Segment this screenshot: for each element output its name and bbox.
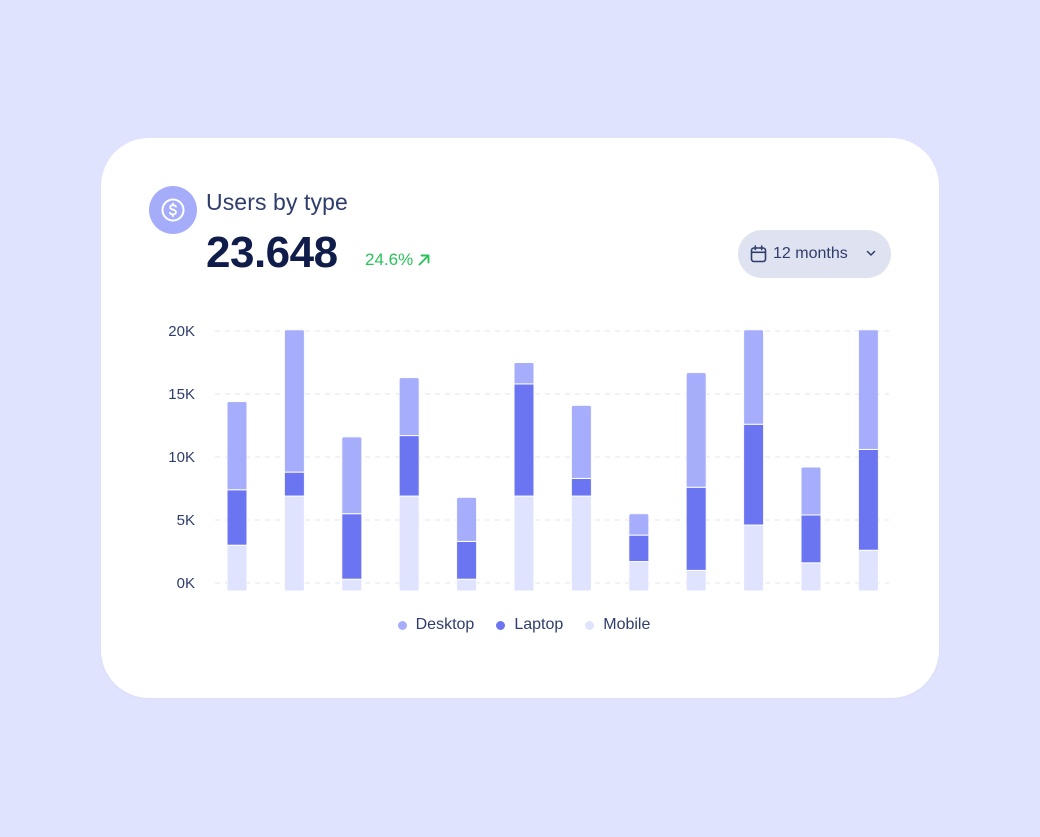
chevron-down-icon (866, 250, 876, 256)
bar-segment-desktop[interactable] (227, 401, 247, 491)
y-tick-label: 10K (168, 449, 195, 466)
bar-segment-desktop[interactable] (514, 362, 534, 385)
bar-segment-desktop[interactable] (628, 513, 649, 536)
bar-segment-desktop[interactable] (743, 329, 764, 425)
bar-stack[interactable] (858, 329, 879, 592)
bar-stack[interactable] (628, 513, 649, 592)
bar-segment-mobile[interactable] (686, 569, 707, 591)
bar-segment-desktop[interactable] (858, 329, 879, 450)
bar-segment-laptop[interactable] (686, 486, 707, 571)
bar-stack[interactable] (456, 497, 477, 592)
bar-segment-mobile[interactable] (456, 578, 477, 592)
legend-label: Desktop (415, 616, 475, 633)
y-tick-label: 15K (168, 386, 195, 403)
total-users-value: 23.648 (206, 228, 338, 277)
bar-segment-laptop[interactable] (858, 448, 879, 551)
bar-segment-mobile[interactable] (399, 495, 420, 591)
dollar-icon (149, 186, 197, 234)
legend-dot (585, 620, 595, 630)
legend-item-mobile[interactable]: Mobile (585, 616, 650, 634)
bar-stack[interactable] (686, 372, 707, 591)
bar-stack[interactable] (341, 436, 362, 591)
y-tick-label: 20K (168, 323, 195, 340)
users-by-type-card: Users by type 23.648 24.6% 12 months 20K… (101, 138, 939, 698)
bar-segment-mobile[interactable] (227, 544, 247, 591)
bar-stack[interactable] (284, 329, 305, 592)
chart-legend: Desktop Laptop Mobile (101, 616, 939, 634)
arrow-up-right-icon (418, 254, 430, 266)
y-tick-label: 0K (177, 575, 195, 592)
bar-segment-desktop[interactable] (801, 467, 821, 516)
bar-stack[interactable] (801, 467, 821, 591)
bar-segment-laptop[interactable] (399, 435, 420, 497)
bar-segment-laptop[interactable] (456, 540, 477, 580)
stacked-bar-chart: 20K 15K 10K 5K 0K (168, 323, 889, 592)
bar-segment-laptop[interactable] (571, 477, 592, 497)
bar-segment-desktop[interactable] (456, 497, 477, 542)
legend-item-desktop[interactable]: Desktop (397, 616, 475, 634)
period-select[interactable]: 12 months (738, 230, 891, 278)
legend-item-laptop[interactable]: Laptop (496, 616, 563, 634)
card-title: Users by type (206, 189, 348, 215)
bar-segment-laptop[interactable] (284, 471, 305, 497)
legend-label: Laptop (514, 616, 564, 633)
bar-segment-laptop[interactable] (628, 534, 649, 563)
bar-segment-mobile[interactable] (628, 561, 649, 592)
bar-segment-mobile[interactable] (571, 495, 592, 591)
legend-dot (496, 620, 506, 630)
bar-segment-mobile[interactable] (284, 495, 305, 592)
bar-segment-mobile[interactable] (858, 549, 879, 592)
bar-segment-desktop[interactable] (399, 377, 420, 437)
bar-stack[interactable] (743, 329, 764, 592)
change-indicator: 24.6% (365, 250, 431, 270)
change-percent: 24.6% (365, 250, 414, 269)
bar-segment-mobile[interactable] (341, 578, 362, 591)
bar-segment-desktop[interactable] (284, 329, 305, 473)
bar-segment-mobile[interactable] (801, 562, 821, 591)
bar-segment-laptop[interactable] (227, 489, 247, 546)
period-select-value: 12 months (773, 245, 848, 262)
bar-segment-desktop[interactable] (686, 372, 707, 488)
bar-segment-mobile[interactable] (514, 495, 534, 591)
legend-label: Mobile (603, 616, 651, 633)
bar-segment-mobile[interactable] (743, 524, 764, 592)
bar-segment-laptop[interactable] (801, 514, 821, 564)
bar-segment-laptop[interactable] (341, 513, 362, 580)
bar-stack[interactable] (399, 377, 420, 591)
bar-stack[interactable] (227, 401, 247, 591)
y-tick-label: 5K (177, 512, 195, 529)
bar-stack[interactable] (571, 405, 592, 591)
bar-segment-desktop[interactable] (341, 436, 362, 515)
bar-segment-laptop[interactable] (743, 423, 764, 526)
bar-stack[interactable] (514, 362, 534, 592)
bar-segment-laptop[interactable] (514, 383, 534, 497)
calendar-icon (750, 245, 767, 263)
legend-dot (397, 620, 407, 630)
bar-segment-desktop[interactable] (571, 405, 592, 479)
